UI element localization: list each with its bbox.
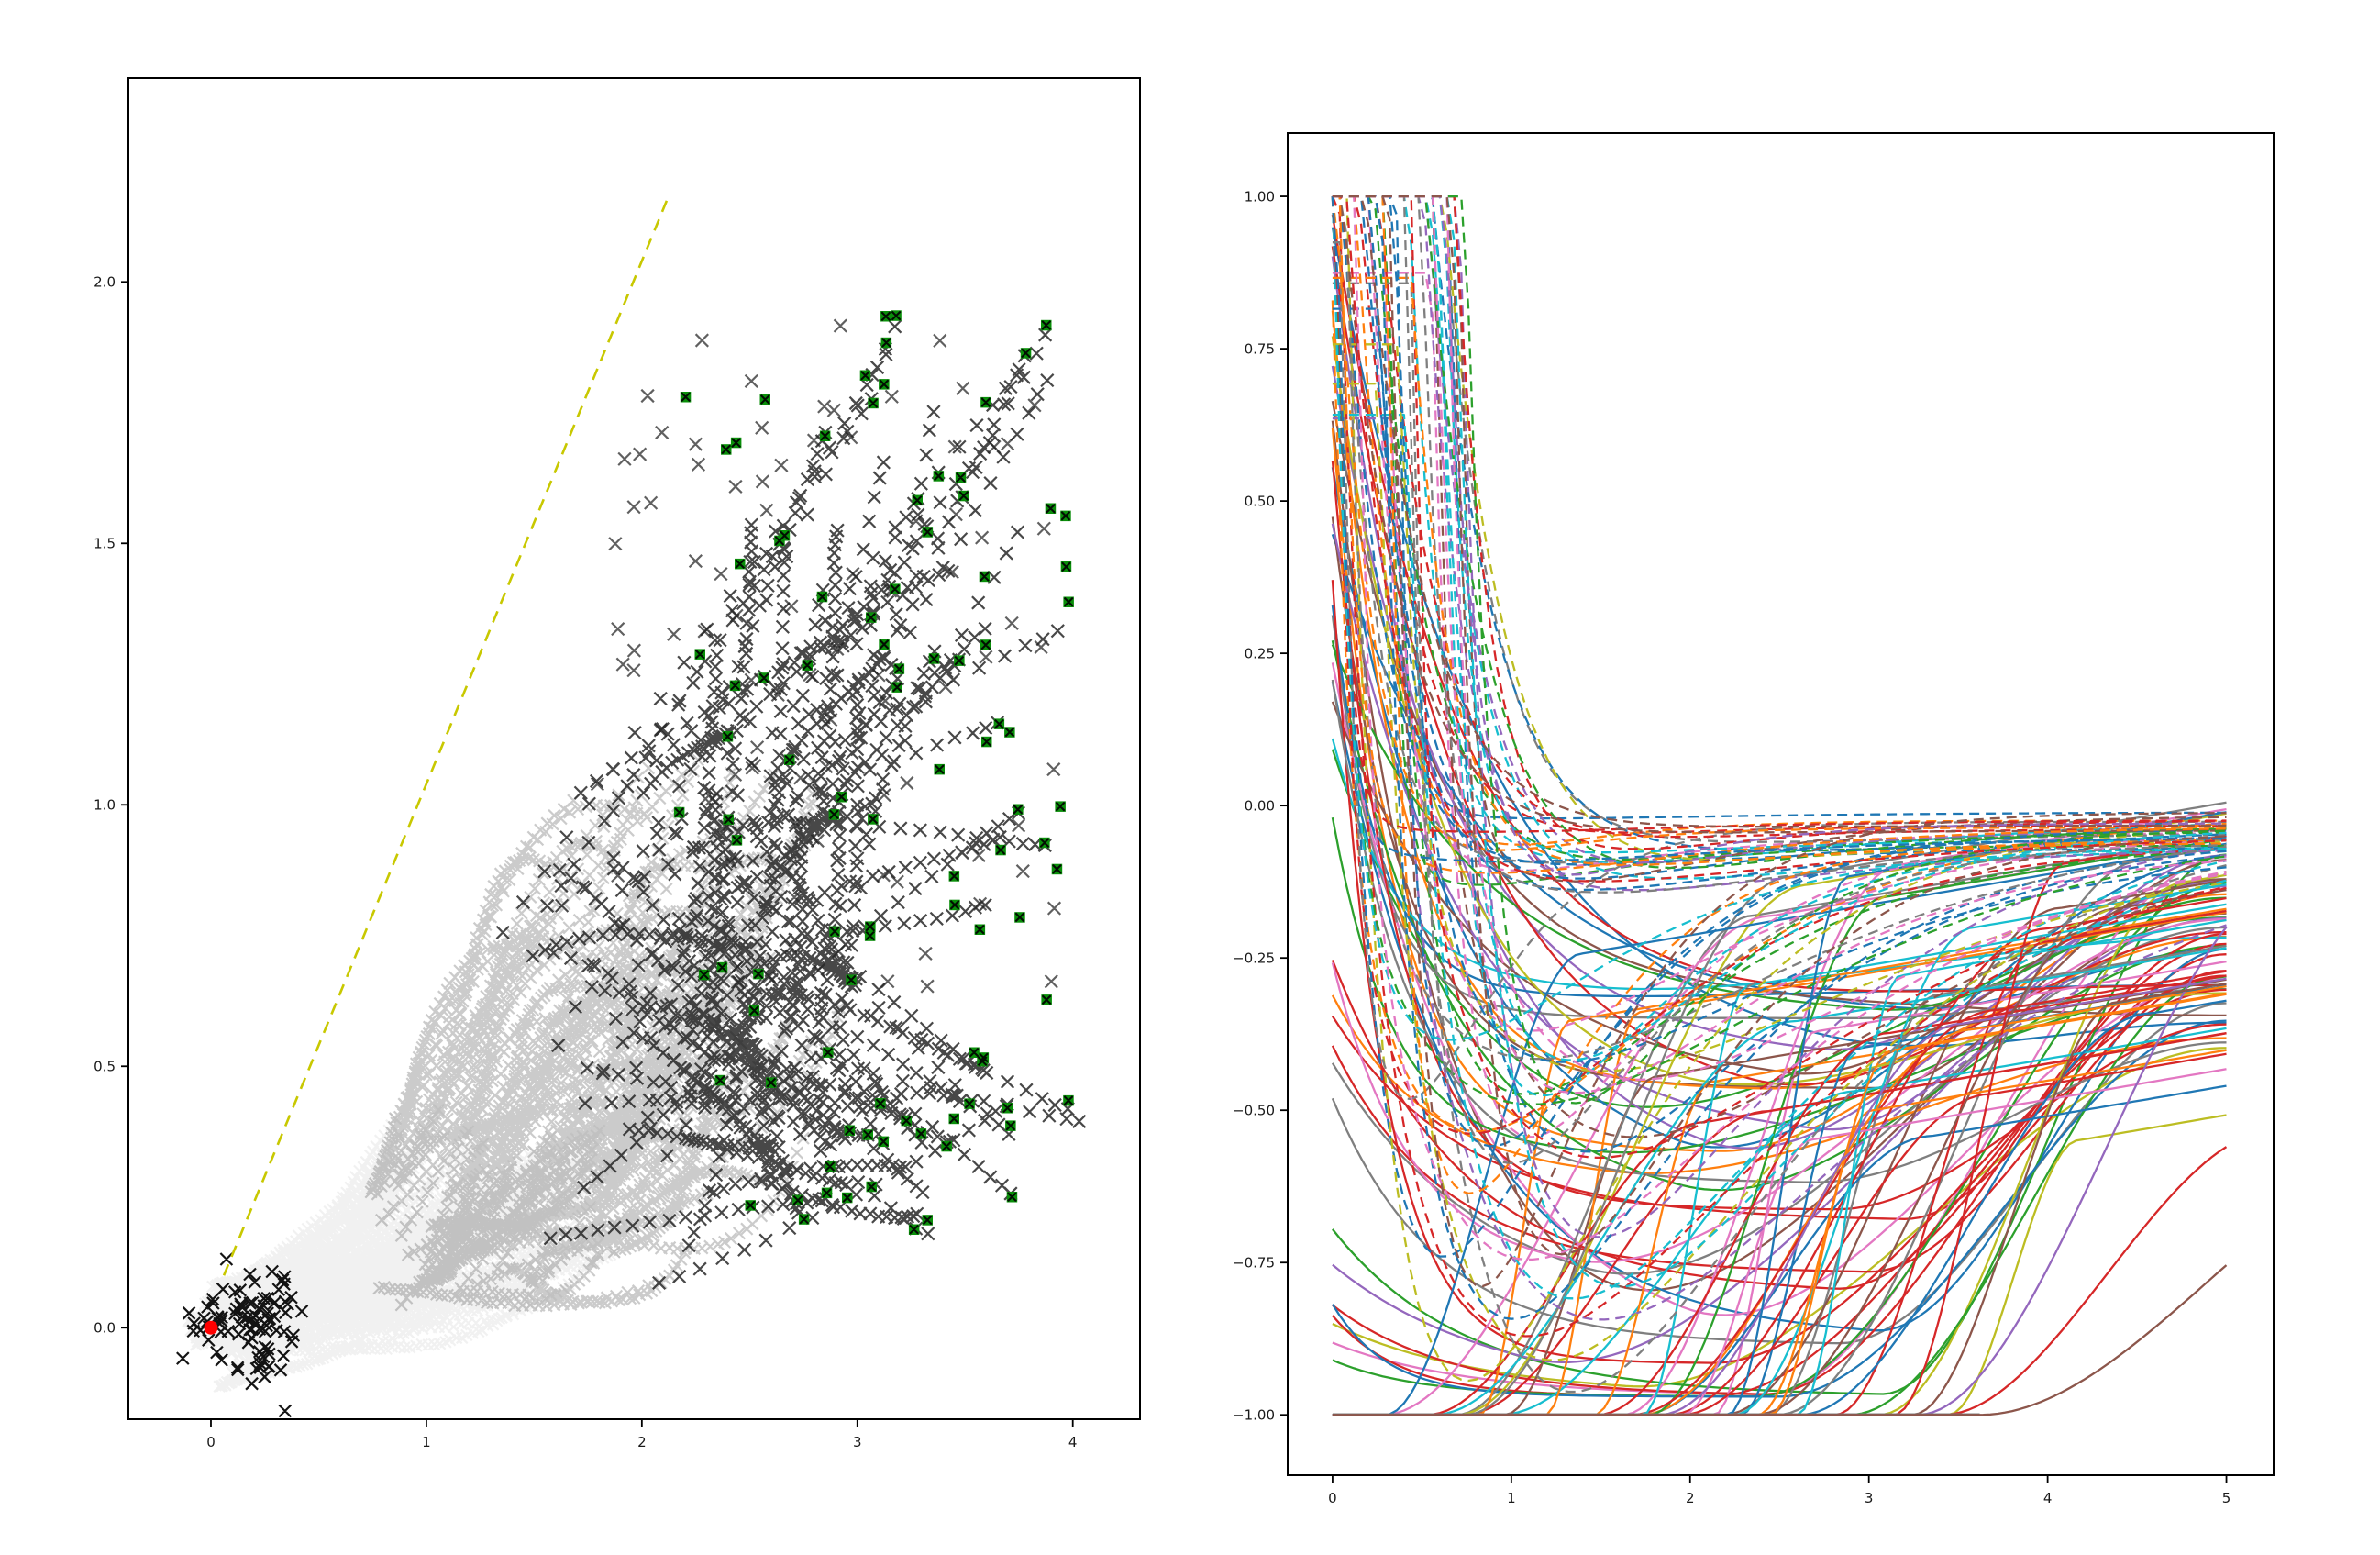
y-tick-label: −1.00 [1233, 1407, 1275, 1424]
curve-dashed-decay [1332, 194, 2227, 870]
curve-dashed-decay [1332, 194, 2227, 1238]
curve-dashed-decay [1332, 194, 2227, 1288]
x-tick-label: 2 [637, 1434, 647, 1450]
origin-cluster-markers [176, 1252, 309, 1418]
curve-dashed-decay [1332, 194, 2227, 876]
curve-dashed-decay [1331, 196, 2227, 1135]
curve-dashed-decay [1331, 195, 2227, 851]
curve-dashed-decay [1332, 276, 2227, 866]
y-tick-label: 0.25 [1245, 645, 1275, 661]
curve-dashed-decay [1332, 194, 2227, 886]
curve-dashed-decay [1332, 194, 2227, 874]
trajectory-markers-phase2 [364, 753, 847, 1313]
curve-dashed-decay [1331, 196, 2227, 833]
curve-dashed-decay [1332, 194, 2227, 1165]
y-tick-label: 0.50 [1245, 493, 1275, 509]
x-tick-label: 2 [1686, 1490, 1695, 1506]
curve-dashed-decay [1332, 194, 2227, 1061]
y-tick-label: 1.0 [94, 797, 116, 814]
curve-dashed-decay [1332, 194, 2227, 1261]
curve-dashed-decay [1332, 194, 2227, 883]
x-tick-label: 1 [1507, 1490, 1516, 1506]
left-plot-axes: 0 1 2 3 4 0.0 0.5 1.0 1.5 2.0 [94, 77, 1141, 1450]
curve-solid-mixed [1331, 1019, 2227, 1398]
x-tick-label: 3 [853, 1434, 862, 1450]
curve-dashed-decay [1331, 195, 2227, 1338]
curve-dashed-decay [1332, 194, 2227, 1153]
curve-dashed-decay [1332, 194, 2227, 864]
y-tick-label: 2.0 [94, 274, 116, 291]
left-plot: 0 1 2 3 4 0.0 0.5 1.0 1.5 2.0 [94, 77, 1141, 1450]
x-tick-label: 4 [1068, 1434, 1078, 1450]
curve-dashed-decay [1332, 282, 2227, 1394]
x-tick-label: 3 [1865, 1490, 1874, 1506]
curve-solid-mixed [1331, 1002, 2227, 1345]
curve-dashed-decay [1331, 196, 2227, 1105]
curve-dashed-decay [1332, 194, 2227, 843]
y-tick-label: 1.5 [94, 536, 116, 552]
curve-dashed-decay [1332, 194, 2227, 1082]
curve-solid-mixed [1331, 467, 2227, 1149]
y-tick-label: 0.75 [1245, 340, 1275, 357]
curve-dashed-decay [1332, 194, 2227, 1097]
curve-dashed-decay [1332, 194, 2227, 863]
x-tick-label: 5 [2222, 1490, 2231, 1506]
x-tick-label: 4 [2043, 1490, 2053, 1506]
curve-solid-mixed [1331, 580, 2227, 1364]
curve-dashed-decay [1332, 194, 2227, 892]
curve-solid-mixed [1331, 662, 2227, 1316]
right-plot-series [1331, 194, 2228, 1417]
curve-solid-riser [1332, 842, 2227, 1416]
curve-dashed-decay [1332, 194, 2227, 1094]
identity-reference-line [222, 197, 670, 1276]
y-tick-label: 1.00 [1245, 188, 1275, 205]
curve-dashed-decay [1332, 307, 2227, 820]
left-plot-series [176, 197, 1087, 1418]
left-plot-spines [127, 77, 1141, 1420]
x-tick-label: 1 [422, 1434, 431, 1450]
curve-dashed-decay [1332, 194, 2227, 1095]
y-tick-label: −0.25 [1233, 950, 1275, 966]
curve-dashed-decay [1332, 194, 2227, 850]
curve-dashed-decay [1332, 194, 2227, 828]
upper-scatter-markers [590, 318, 1062, 994]
curve-dashed-decay [1332, 194, 2227, 834]
curve-dashed-decay [1332, 194, 2227, 880]
y-tick-label: −0.50 [1233, 1102, 1275, 1118]
right-plot-axes: 0 1 2 3 4 5 −1.00 −0.75 −0.50 −0.25 0.00 0.25 0.50 0.… [1233, 132, 2275, 1506]
curve-dashed-decay [1332, 194, 2227, 1105]
curve-solid-mixed [1331, 615, 2227, 1019]
y-tick-label: 0.00 [1245, 797, 1275, 814]
trajectory-markers-phase3 [495, 319, 1087, 1290]
y-tick-label: 0.5 [94, 1059, 116, 1075]
curve-dashed-decay [1332, 194, 2227, 854]
curve-dashed-decay [1331, 196, 2227, 1258]
curve-dashed-decay [1332, 194, 2227, 880]
curve-dashed-long-plateau [1332, 194, 2227, 1256]
curve-solid-mixed [1331, 926, 2227, 1275]
y-tick-label: 0.0 [94, 1320, 116, 1337]
y-tick-label: −0.75 [1233, 1254, 1275, 1271]
curve-dashed-decay [1332, 343, 2227, 1072]
curve-dashed-decay [1332, 194, 2227, 1195]
curve-late-riser [1332, 1264, 2228, 1416]
curve-dashed-decay [1332, 194, 2227, 1288]
curve-dashed-decay [1332, 417, 2227, 1321]
x-tick-label: 0 [1328, 1490, 1337, 1506]
curve-dashed-decay [1332, 413, 2227, 1300]
origin-start-point [204, 1320, 218, 1335]
curve-dashed-decay [1332, 383, 2227, 1361]
x-tick-label: 0 [206, 1434, 216, 1450]
endpoint-square-x-overlay [674, 310, 1074, 1235]
right-plot: 0 1 2 3 4 5 −1.00 −0.75 −0.50 −0.25 0.00 0.25 0.50 0.… [1233, 132, 2275, 1506]
curve-dashed-decay [1332, 194, 2227, 1063]
right-plot-spines [1287, 132, 2275, 1476]
